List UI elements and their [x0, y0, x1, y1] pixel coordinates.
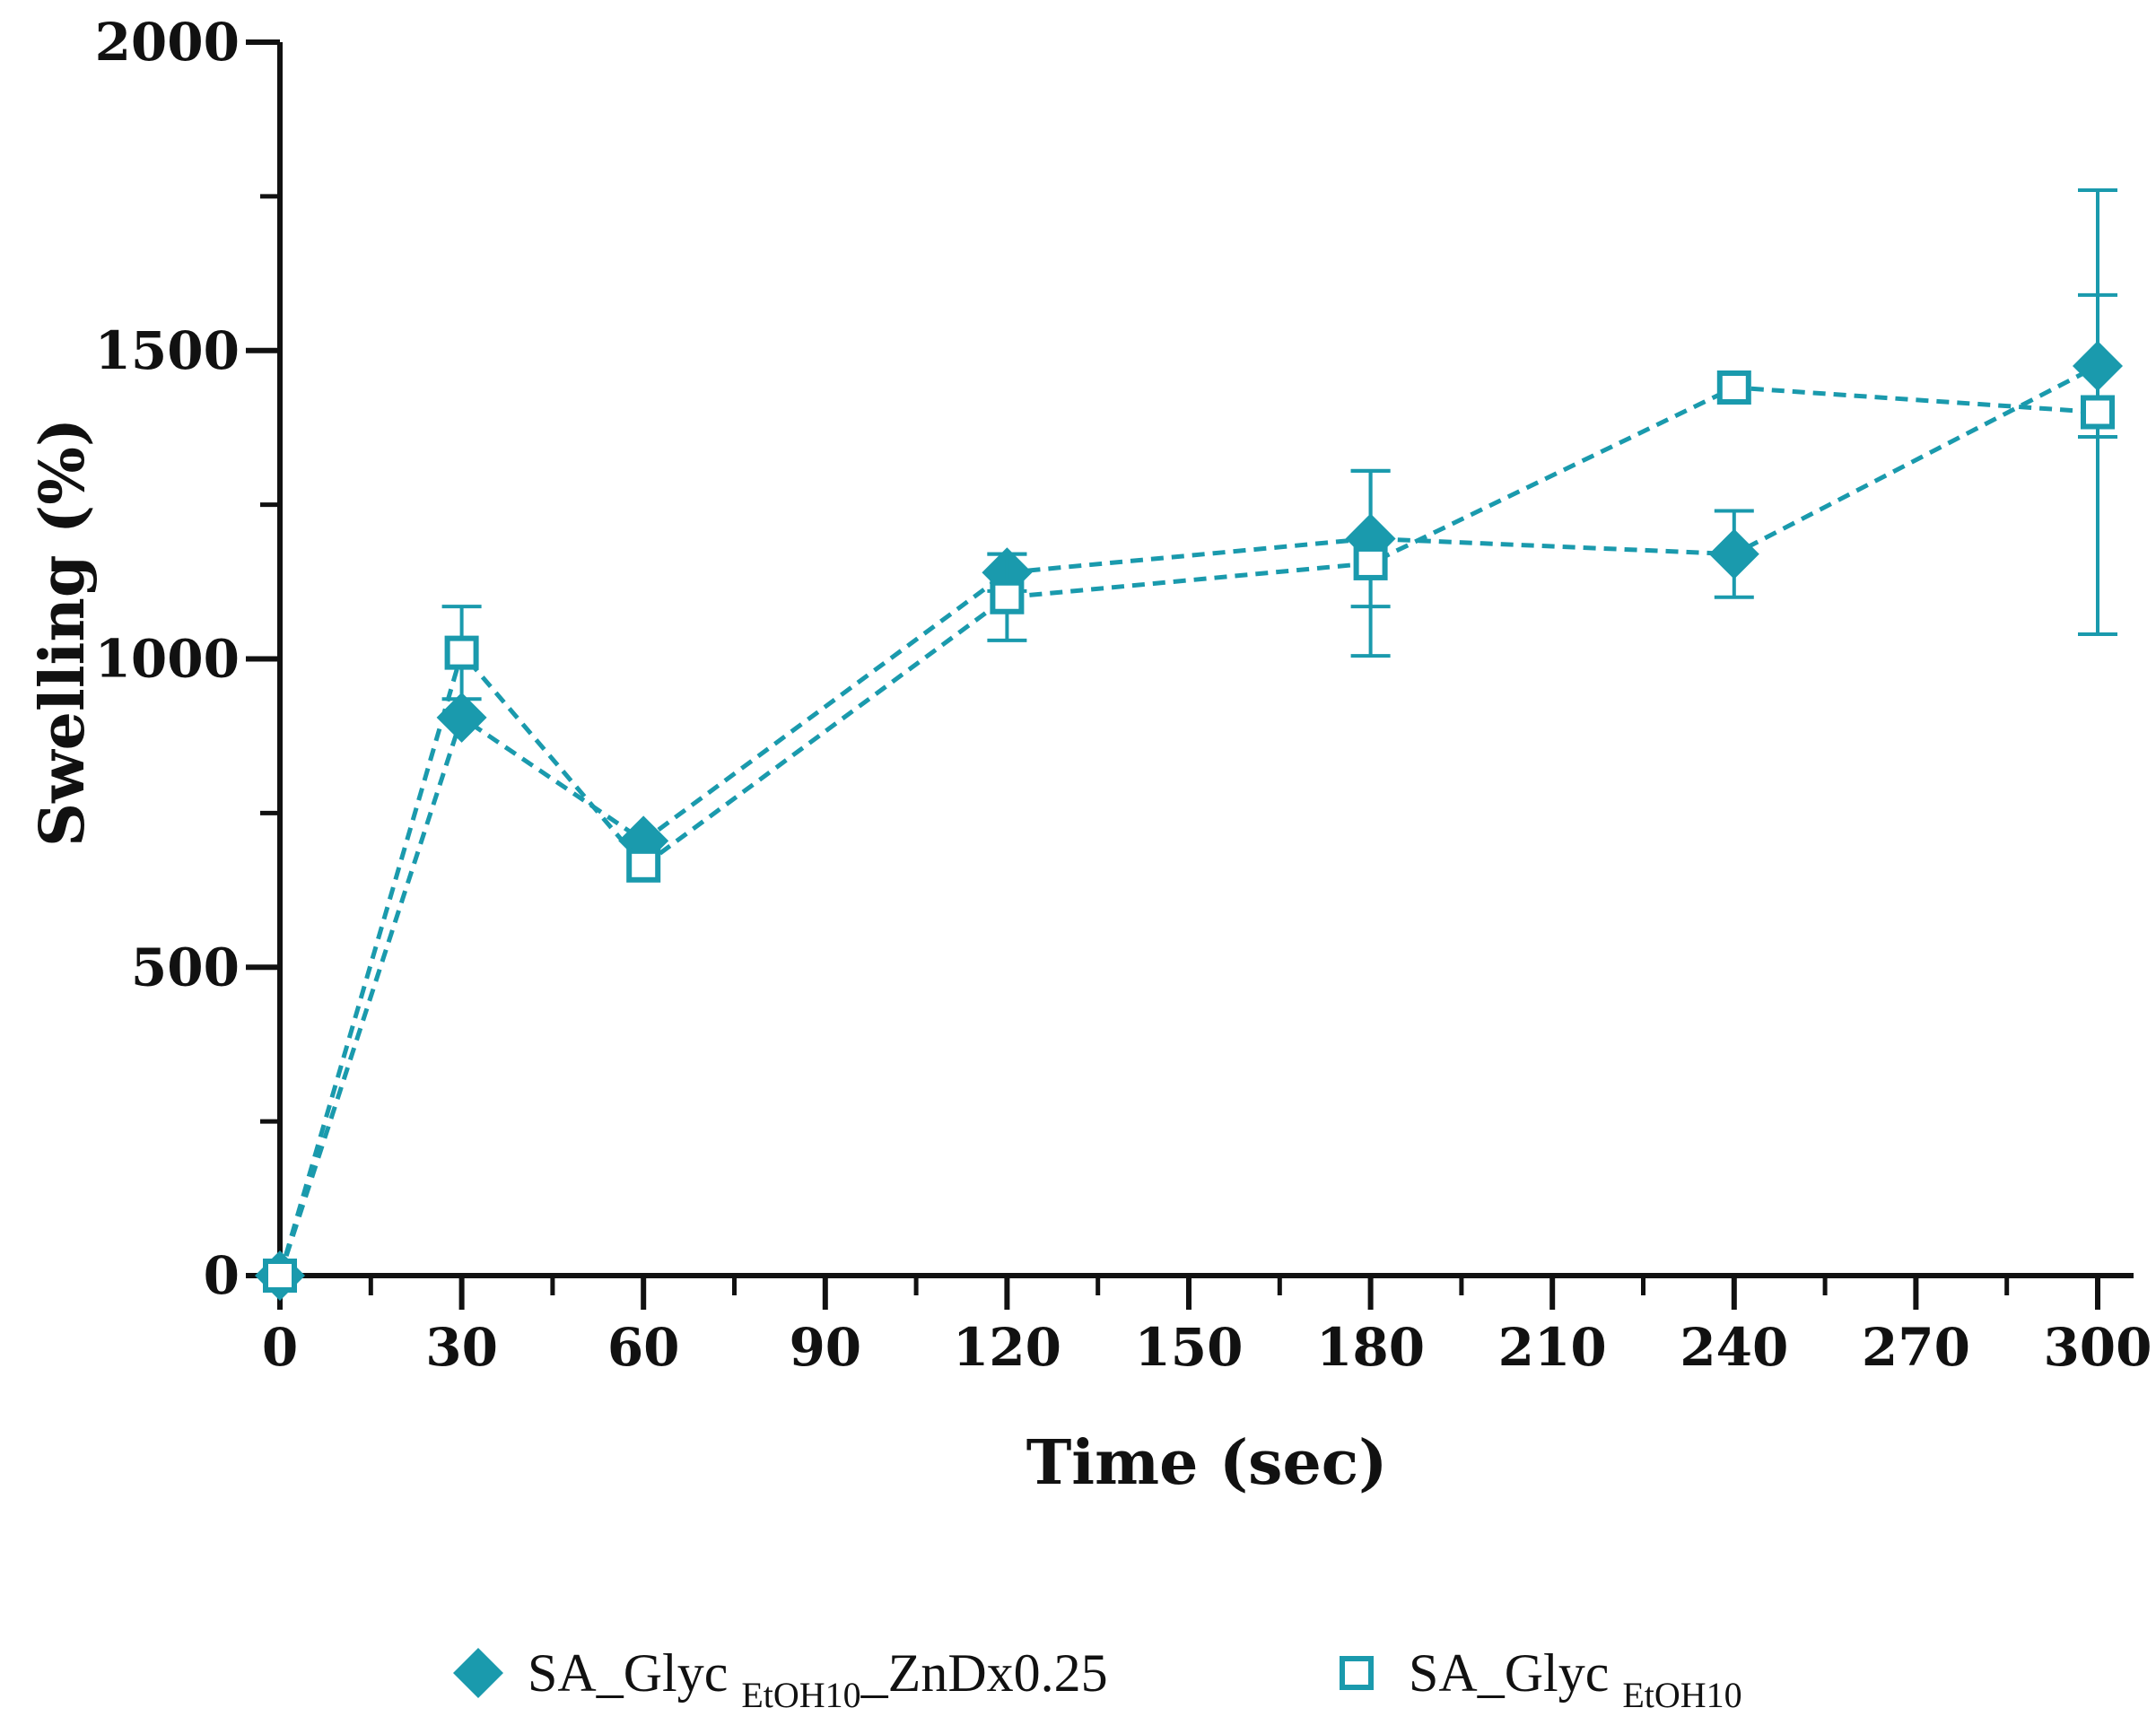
data-point	[626, 848, 661, 883]
legend: SA_Glyc EtOH10_ZnDx0.25 SA_Glyc EtOH10	[453, 1643, 1742, 1715]
data-point	[263, 1259, 297, 1293]
y-tick-label-0: 0	[204, 1245, 240, 1306]
y-tick-label-2000: 2000	[95, 12, 240, 73]
y-axis-title: Swelling (%)	[27, 418, 99, 847]
legend-label-main: SA_Glyc	[528, 1643, 741, 1703]
x-tick-label-180: 180	[1316, 1317, 1425, 1378]
x-tick-label-90: 90	[789, 1317, 861, 1378]
x-tick-label-60: 60	[607, 1317, 680, 1378]
data-point	[1708, 528, 1759, 579]
series-line	[277, 363, 2099, 1277]
x-tick-label-150: 150	[1134, 1317, 1243, 1378]
series-1	[255, 292, 2123, 1301]
legend-label: SA_Glyc EtOH10	[1409, 1643, 1742, 1715]
series-2	[263, 188, 2117, 1293]
legend-marker	[1340, 1656, 1374, 1690]
series-layer	[255, 188, 2123, 1301]
data-point	[990, 579, 1025, 614]
x-tick-label-270: 270	[1862, 1317, 1970, 1378]
y-tick-label-1500: 1500	[95, 320, 240, 381]
data-point	[436, 692, 487, 743]
x-axis-title: Time (sec)	[1026, 1427, 1388, 1499]
x-tick-label-120: 120	[953, 1317, 1061, 1378]
x-tick-label-30: 30	[425, 1317, 498, 1378]
axes: 0 500 1000 1500 2000 0 30 60 90 120 150 180 210 240 27…	[95, 12, 2152, 1378]
x-tick-label-210: 210	[1498, 1317, 1607, 1378]
data-point	[2081, 395, 2115, 430]
legend-item-1: SA_Glyc EtOH10_ZnDx0.25	[453, 1643, 1108, 1715]
legend-label: SA_Glyc EtOH10_ZnDx0.25	[528, 1643, 1108, 1715]
x-tick-label-300: 300	[2043, 1317, 2152, 1378]
data-point	[1716, 370, 1751, 405]
series-line	[277, 385, 2099, 1277]
legend-label-sub: EtOH10	[1622, 1675, 1741, 1715]
legend-label-sub: EtOH10	[741, 1675, 860, 1715]
y-tick-label-1000: 1000	[95, 629, 240, 690]
legend-label-rest: _ZnDx0.25	[860, 1643, 1108, 1703]
data-point	[1353, 545, 1388, 580]
legend-label-main: SA_Glyc	[1409, 1643, 1622, 1703]
x-tick-label-240: 240	[1680, 1317, 1788, 1378]
legend-marker	[453, 1648, 503, 1698]
legend-item-2: SA_Glyc EtOH10	[1340, 1643, 1742, 1715]
x-tick-label-0: 0	[262, 1317, 298, 1378]
data-point	[444, 635, 479, 670]
y-tick-label-500: 500	[131, 937, 240, 998]
